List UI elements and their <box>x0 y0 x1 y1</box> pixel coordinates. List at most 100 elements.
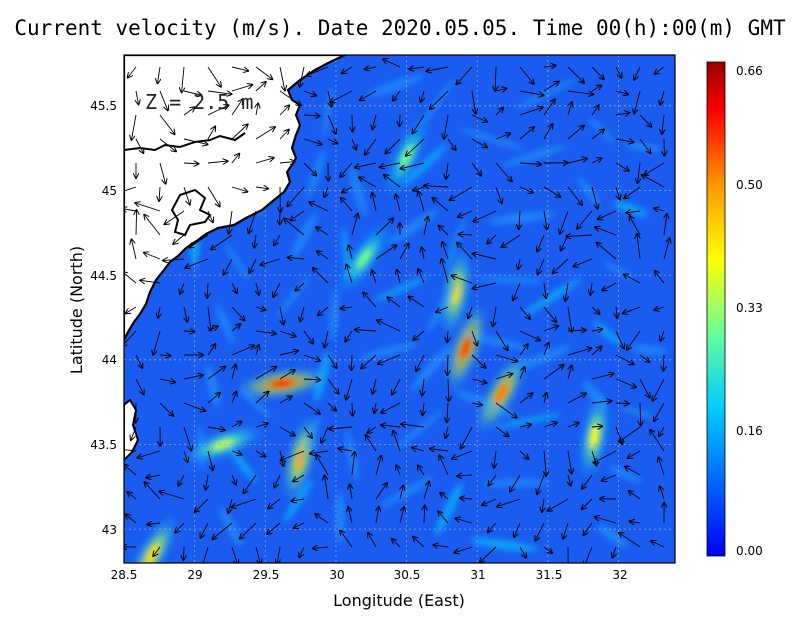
velocity-arrow <box>231 421 241 428</box>
velocity-arrow <box>316 455 329 476</box>
velocity-arrow <box>279 426 295 436</box>
current-filament <box>482 478 550 488</box>
velocity-arrow <box>363 293 377 308</box>
colorbar-frame <box>706 61 726 557</box>
velocity-arrow <box>543 186 560 197</box>
velocity-arrow <box>480 546 497 562</box>
velocity-arrow <box>519 306 530 319</box>
velocity-arrow <box>207 450 213 470</box>
velocity-arrow <box>255 423 268 427</box>
velocity-arrow <box>639 138 651 153</box>
velocity-arrow <box>153 546 161 556</box>
velocity-arrow <box>254 234 256 248</box>
current-filament <box>619 406 655 418</box>
velocity-arrow <box>412 448 425 451</box>
velocity-arrow <box>313 547 329 549</box>
current-filament <box>197 426 205 470</box>
velocity-arrow <box>240 522 257 539</box>
velocity-arrow <box>158 66 160 83</box>
current-filament <box>631 344 667 356</box>
velocity-arrow <box>231 85 252 92</box>
velocity-arrow <box>567 450 572 474</box>
velocity-arrow <box>591 347 601 356</box>
velocity-arrow <box>207 326 218 332</box>
velocity-arrow <box>207 161 227 163</box>
velocity-arrow <box>338 449 353 451</box>
velocity-arrow <box>664 138 665 156</box>
velocity-arrow <box>543 343 549 356</box>
velocity-arrow <box>624 186 641 198</box>
velocity-arrow <box>327 402 336 411</box>
velocity-arrow <box>591 426 602 427</box>
velocity-arrow <box>231 324 240 332</box>
velocity-arrow <box>207 186 220 206</box>
velocity-arrow <box>393 90 401 101</box>
x-tick-label: 28.5 <box>111 568 138 582</box>
current-filament <box>403 143 447 187</box>
velocity-arrow <box>459 234 473 235</box>
velocity-arrow <box>135 203 161 212</box>
velocity-arrow <box>615 378 636 387</box>
colorbar-tick-label: 0.16 <box>736 424 763 438</box>
velocity-arrow <box>327 114 336 134</box>
velocity-arrow <box>432 198 449 212</box>
velocity-arrow <box>327 354 337 368</box>
velocity-arrow <box>195 498 209 512</box>
velocity-arrow <box>451 276 473 284</box>
velocity-arrow <box>131 426 137 440</box>
velocity-arrow <box>397 270 400 284</box>
velocity-arrow <box>418 465 425 476</box>
velocity-arrow <box>553 258 569 273</box>
velocity-arrow <box>430 449 449 451</box>
velocity-arrow <box>340 530 353 548</box>
colorbar-tick-label: 0.00 <box>736 544 763 558</box>
jet-core <box>590 424 599 448</box>
velocity-arrow <box>399 507 404 524</box>
current-filament <box>238 388 272 418</box>
velocity-arrow <box>473 210 497 221</box>
velocity-arrow <box>615 330 624 348</box>
current-filament <box>427 280 459 332</box>
current-filament <box>464 333 532 351</box>
velocity-arrow <box>423 217 428 236</box>
velocity-arrow <box>368 533 377 548</box>
velocity-arrow <box>584 546 593 563</box>
current-filament <box>359 342 419 360</box>
y-tick-label: 45.5 <box>90 99 117 113</box>
velocity-arrow <box>342 186 353 192</box>
velocity-arrow <box>439 455 449 476</box>
current-filament <box>459 128 525 150</box>
velocity-arrow <box>183 546 184 560</box>
velocity-arrow <box>279 396 292 404</box>
velocity-arrow <box>350 484 352 500</box>
velocity-arrow <box>255 307 266 310</box>
velocity-arrow <box>287 186 305 206</box>
velocity-arrow <box>295 282 305 291</box>
velocity-arrow <box>377 320 401 332</box>
current-filament <box>435 481 463 537</box>
velocity-arrow <box>183 138 207 144</box>
velocity-arrow <box>207 127 215 140</box>
velocity-arrow <box>664 214 667 236</box>
y-tick-label: 45 <box>102 184 117 198</box>
velocity-arrow <box>663 238 670 260</box>
velocity-arrow <box>495 402 517 418</box>
jet-core <box>494 383 509 405</box>
velocity-arrow <box>159 186 160 201</box>
velocity-arrow <box>582 498 593 509</box>
velocity-arrow <box>567 306 572 332</box>
velocity-arrow <box>255 392 268 404</box>
velocity-arrow <box>231 99 242 116</box>
velocity-arrow <box>342 66 353 73</box>
velocity-arrow <box>591 66 604 79</box>
current-filament <box>578 177 600 207</box>
velocity-arrow <box>456 66 473 84</box>
velocity-arrow <box>519 344 528 356</box>
velocity-arrow <box>124 272 137 284</box>
velocity-arrow <box>372 270 377 284</box>
plot-frame <box>123 54 676 564</box>
velocity-arrow <box>255 367 276 380</box>
velocity-arrow <box>446 162 448 179</box>
velocity-arrow <box>495 354 517 361</box>
velocity-arrow <box>441 259 449 284</box>
